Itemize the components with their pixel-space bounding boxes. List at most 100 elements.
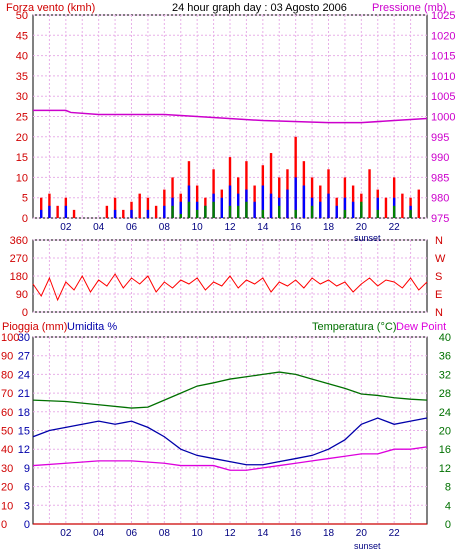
wind-bar-gust	[163, 189, 166, 218]
wind-bar-low	[360, 201, 363, 218]
compass-tick-label: N	[435, 235, 443, 247]
direction-line	[32, 273, 428, 302]
wind-bar-avg	[253, 201, 256, 218]
wind-tick-label: 35	[16, 71, 28, 83]
wind-bar-avg	[64, 205, 68, 218]
wind-bar-low	[278, 205, 281, 218]
wind-bar-gust	[72, 209, 76, 218]
temperature-tick-label: 12	[439, 463, 451, 475]
wind-bar-low	[171, 205, 174, 218]
wind-bar-low	[212, 201, 215, 218]
wind-bar-gust	[40, 197, 43, 218]
pressure-tick-label: 990	[431, 152, 449, 164]
x-tick-label: 18	[323, 222, 335, 233]
sunset-label-top: sunset	[354, 233, 381, 243]
wind-bar-gust	[122, 209, 125, 218]
wind-bar-low	[261, 209, 265, 218]
temperature-tick-label: 16	[439, 444, 451, 456]
rain-tick-label: 20	[1, 482, 13, 494]
rain-tick-label: 10	[1, 500, 13, 512]
pressure-tick-label: 1010	[431, 71, 455, 83]
x-tick-label: 08	[159, 528, 171, 539]
direction-tick-label: 270	[10, 253, 28, 265]
wind-bar-avg	[48, 205, 51, 218]
temperature-axis-label: Temperatura (°C)	[312, 321, 396, 333]
x-tick-label: 18	[323, 528, 335, 539]
humidity-tick-label: 18	[18, 407, 30, 419]
wind-bar-gust	[146, 197, 150, 218]
humidity-tick-label: 24	[18, 369, 30, 381]
wind-bar-gust	[401, 193, 404, 218]
x-tick-label: 12	[224, 222, 236, 233]
pressure-tick-label: 980	[431, 193, 449, 205]
wind-bar-low	[310, 205, 314, 218]
x-tick-label: 16	[290, 528, 302, 539]
wind-bar-low	[228, 205, 232, 218]
rain-tick-label: 40	[1, 444, 13, 456]
temperature-tick-label: 8	[445, 482, 451, 494]
temperature-tick-label: 24	[439, 407, 451, 419]
rain-tick-label: 0	[1, 519, 7, 531]
x-tick-label: 16	[290, 222, 302, 233]
x-tick-label: 20	[356, 222, 368, 233]
humidity-tick-label: 21	[18, 388, 30, 400]
humidity-tick-label: 9	[24, 463, 30, 475]
wind-tick-label: 10	[16, 172, 28, 184]
humidity-tick-label: 15	[18, 426, 30, 438]
humidity-tick-label: 12	[18, 444, 30, 456]
direction-tick-label: 0	[22, 307, 28, 319]
x-tick-label: 10	[192, 528, 204, 539]
temperature-tick-label: 28	[439, 388, 451, 400]
wind-bar-avg	[261, 185, 265, 218]
rain-tick-label: 80	[1, 369, 13, 381]
wind-bar-gust	[269, 153, 273, 218]
x-tick-label: 10	[192, 222, 204, 233]
x-tick-label: 04	[93, 528, 105, 539]
wind-bar-low	[237, 205, 240, 218]
humidity-tick-label: 30	[18, 332, 30, 344]
wind-bar-gust	[113, 197, 117, 218]
series-line	[32, 417, 428, 466]
wind-tick-label: 0	[22, 213, 28, 225]
humidity-tick-label: 6	[24, 482, 30, 494]
wind-bar-low	[294, 209, 297, 218]
humidity-tick-label: 3	[24, 500, 30, 512]
rain-tick-label: 100	[1, 332, 19, 344]
x-tick-label: 04	[93, 222, 105, 233]
x-tick-label: 02	[60, 222, 72, 233]
compass-tick-label: S	[435, 271, 442, 283]
wind-bar-avg	[376, 197, 379, 218]
wind-tick-label: 45	[16, 30, 28, 42]
pressure-tick-label: 1000	[431, 112, 455, 124]
rain-tick-label: 60	[1, 407, 13, 419]
wind-bar-gust	[138, 193, 141, 218]
wind-bar-avg	[335, 205, 338, 218]
pressure-tick-label: 1015	[431, 51, 455, 63]
x-tick-label: 22	[389, 528, 401, 539]
wind-bar-avg	[220, 197, 223, 218]
temperature-tick-label: 36	[439, 351, 451, 363]
rain-tick-label: 30	[1, 463, 13, 475]
wind-bar-avg	[343, 197, 347, 218]
compass-tick-label: E	[435, 289, 442, 301]
sunset-label-bottom: sunset	[354, 541, 381, 551]
wind-bar-low	[204, 205, 207, 218]
wind-bar-low	[187, 201, 191, 218]
direction-tick-label: 90	[16, 289, 28, 301]
wind-bar-low	[392, 205, 396, 218]
wind-bar-low	[195, 209, 199, 218]
wind-bar-avg	[286, 189, 289, 218]
x-tick-label: 06	[126, 222, 138, 233]
humidity-tick-label: 0	[24, 519, 30, 531]
x-tick-label: 12	[224, 528, 236, 539]
wind-axis-label: Forza vento (kmh)	[6, 2, 95, 14]
x-tick-label: 02	[60, 528, 72, 539]
wind-bar-gust	[154, 205, 158, 218]
wind-bar-low	[245, 201, 248, 218]
wind-tick-label: 15	[16, 152, 28, 164]
wind-bar-low	[409, 209, 412, 218]
wind-bar-avg	[319, 201, 322, 218]
